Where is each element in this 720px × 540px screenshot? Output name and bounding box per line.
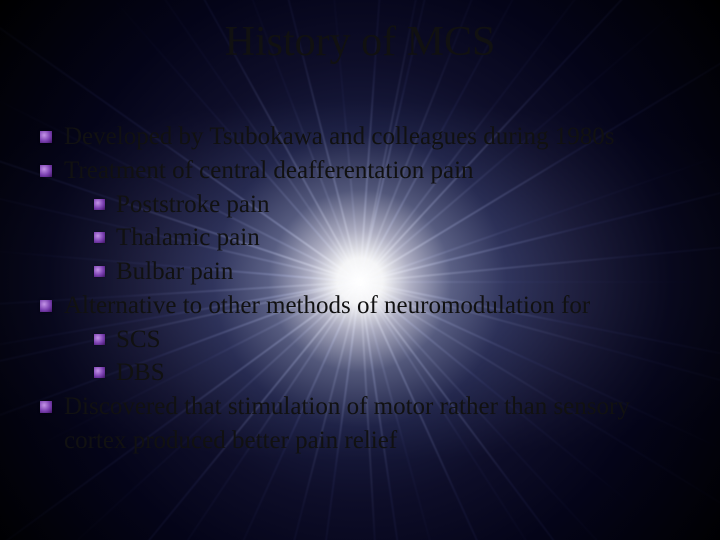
slide: History of MCS Developed by Tsubokawa an… [0, 0, 720, 540]
bullet-list: Developed by Tsubokawa and colleagues du… [40, 120, 680, 458]
bullet-item: Treatment of central deafferentation pai… [40, 154, 680, 289]
sub-bullet-item: Poststroke pain [94, 188, 680, 222]
sub-bullet-item: DBS [94, 356, 680, 390]
sub-bullet-list: Poststroke pain Thalamic pain Bulbar pai… [94, 188, 680, 289]
sub-bullet-item: SCS [94, 323, 680, 357]
slide-title: History of MCS [40, 18, 680, 66]
sub-bullet-list: SCS DBS [94, 323, 680, 391]
bullet-text: Treatment of central deafferentation pai… [64, 157, 474, 184]
bullet-item: Discovered that stimulation of motor rat… [40, 390, 680, 458]
sub-bullet-item: Bulbar pain [94, 255, 680, 289]
bullet-text: Alternative to other methods of neuromod… [64, 292, 590, 319]
sub-bullet-item: Thalamic pain [94, 221, 680, 255]
bullet-item: Alternative to other methods of neuromod… [40, 289, 680, 390]
bullet-item: Developed by Tsubokawa and colleagues du… [40, 120, 680, 154]
